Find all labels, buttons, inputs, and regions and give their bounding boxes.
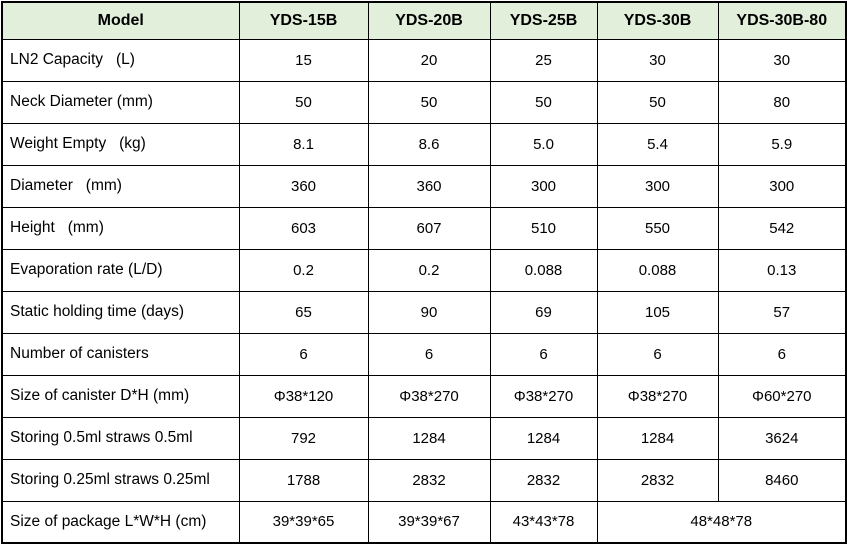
table-cell: 69 bbox=[489, 290, 598, 334]
row-label: Size of package L*W*H (cm) bbox=[1, 500, 240, 544]
row-label: Storing 0.25ml straws 0.25ml bbox=[1, 458, 240, 502]
table-cell: 57 bbox=[717, 290, 847, 334]
header-row: Model YDS-15B YDS-20B YDS-25B YDS-30B YD… bbox=[1, 1, 847, 40]
row-label: LN2 Capacity (L) bbox=[1, 38, 240, 82]
table-cell: 48*48*78 bbox=[596, 500, 847, 544]
table-cell: 360 bbox=[238, 164, 369, 208]
table-cell: Φ38*120 bbox=[238, 374, 369, 418]
table-row: Weight Empty (kg) 8.1 8.6 5.0 5.4 5.9 bbox=[1, 122, 847, 166]
table-cell: 65 bbox=[238, 290, 369, 334]
table-cell: 300 bbox=[596, 164, 719, 208]
table-cell: Φ38*270 bbox=[596, 374, 719, 418]
table-cell: 5.9 bbox=[717, 122, 847, 166]
table-cell: 0.2 bbox=[238, 248, 369, 292]
table-cell: 43*43*78 bbox=[489, 500, 598, 544]
table-cell: 2832 bbox=[367, 458, 491, 502]
table-cell: 0.088 bbox=[596, 248, 719, 292]
table-cell: 2832 bbox=[596, 458, 719, 502]
table-row: Evaporation rate (L/D) 0.2 0.2 0.088 0.088 0.… bbox=[1, 248, 847, 292]
table-row: Static holding time (days) 65 90 69 105 57 bbox=[1, 290, 847, 334]
table-row: LN2 Capacity (L) 15 20 25 30 30 bbox=[1, 38, 847, 82]
product-spec-table: Model YDS-15B YDS-20B YDS-25B YDS-30B YD… bbox=[1, 1, 847, 544]
row-label: Height (mm) bbox=[1, 206, 240, 250]
table-cell: 25 bbox=[489, 38, 598, 82]
header-cell-yds-25b: YDS-25B bbox=[489, 1, 598, 40]
row-label: Size of canister D*H (mm) bbox=[1, 374, 240, 418]
table-cell: 39*39*67 bbox=[367, 500, 491, 544]
table-cell: 0.13 bbox=[717, 248, 847, 292]
table-row: Number of canisters 6 6 6 6 6 bbox=[1, 332, 847, 376]
header-cell-yds-30b: YDS-30B bbox=[596, 1, 719, 40]
header-cell-yds-20b: YDS-20B bbox=[367, 1, 491, 40]
table-cell: 15 bbox=[238, 38, 369, 82]
header-cell-yds-30b-80: YDS-30B-80 bbox=[717, 1, 847, 40]
table-cell: 6 bbox=[717, 332, 847, 376]
table-cell: 0.088 bbox=[489, 248, 598, 292]
table-row: Neck Diameter (mm) 50 50 50 50 80 bbox=[1, 80, 847, 124]
table-cell: 510 bbox=[489, 206, 598, 250]
table-cell: 300 bbox=[489, 164, 598, 208]
table-row: Size of package L*W*H (cm) 39*39*65 39*39*… bbox=[1, 500, 847, 544]
table-cell: 50 bbox=[489, 80, 598, 124]
table-cell: 50 bbox=[238, 80, 369, 124]
row-label: Number of canisters bbox=[1, 332, 240, 376]
table-cell: 5.4 bbox=[596, 122, 719, 166]
table-cell: 3624 bbox=[717, 416, 847, 460]
table-row: Size of canister D*H (mm) Φ38*120 Φ38*270 Φ… bbox=[1, 374, 847, 418]
row-label: Weight Empty (kg) bbox=[1, 122, 240, 166]
table-cell: 603 bbox=[238, 206, 369, 250]
spec-table-header: Model YDS-15B YDS-20B YDS-25B YDS-30B YD… bbox=[1, 1, 847, 40]
table-cell: Φ60*270 bbox=[717, 374, 847, 418]
table-cell: 5.0 bbox=[489, 122, 598, 166]
table-cell: Φ38*270 bbox=[489, 374, 598, 418]
row-label: Evaporation rate (L/D) bbox=[1, 248, 240, 292]
row-label: Storing 0.5ml straws 0.5ml bbox=[1, 416, 240, 460]
table-cell: 550 bbox=[596, 206, 719, 250]
table-cell: 0.2 bbox=[367, 248, 491, 292]
table-cell: 6 bbox=[238, 332, 369, 376]
table-row: Storing 0.5ml straws 0.5ml 792 1284 1284 128… bbox=[1, 416, 847, 460]
table-cell: 30 bbox=[717, 38, 847, 82]
spec-table-body: LN2 Capacity (L) 15 20 25 30 30 Neck Diameter … bbox=[1, 38, 847, 544]
table-cell: 8.6 bbox=[367, 122, 491, 166]
table-cell: 2832 bbox=[489, 458, 598, 502]
table-cell: 80 bbox=[717, 80, 847, 124]
table-cell: 1788 bbox=[238, 458, 369, 502]
table-cell: 6 bbox=[596, 332, 719, 376]
table-cell: 90 bbox=[367, 290, 491, 334]
table-cell: 360 bbox=[367, 164, 491, 208]
table-cell: 30 bbox=[596, 38, 719, 82]
table-cell: 300 bbox=[717, 164, 847, 208]
header-cell-model: Model bbox=[1, 1, 240, 40]
row-label: Diameter (mm) bbox=[1, 164, 240, 208]
row-label: Static holding time (days) bbox=[1, 290, 240, 334]
table-cell: Φ38*270 bbox=[367, 374, 491, 418]
table-cell: 1284 bbox=[489, 416, 598, 460]
table-row: Diameter (mm) 360 360 300 300 300 bbox=[1, 164, 847, 208]
table-cell: 50 bbox=[596, 80, 719, 124]
table-row: Height (mm) 603 607 510 550 542 bbox=[1, 206, 847, 250]
table-cell: 39*39*65 bbox=[238, 500, 369, 544]
table-cell: 8.1 bbox=[238, 122, 369, 166]
table-row: Storing 0.25ml straws 0.25ml 1788 2832 2832… bbox=[1, 458, 847, 502]
table-cell: 20 bbox=[367, 38, 491, 82]
table-cell: 1284 bbox=[596, 416, 719, 460]
table-cell: 607 bbox=[367, 206, 491, 250]
table-cell: 50 bbox=[367, 80, 491, 124]
table-cell: 105 bbox=[596, 290, 719, 334]
table-cell: 8460 bbox=[717, 458, 847, 502]
table-cell: 6 bbox=[489, 332, 598, 376]
row-label: Neck Diameter (mm) bbox=[1, 80, 240, 124]
table-cell: 792 bbox=[238, 416, 369, 460]
table-cell: 1284 bbox=[367, 416, 491, 460]
table-cell: 6 bbox=[367, 332, 491, 376]
header-cell-yds-15b: YDS-15B bbox=[238, 1, 369, 40]
table-cell: 542 bbox=[717, 206, 847, 250]
